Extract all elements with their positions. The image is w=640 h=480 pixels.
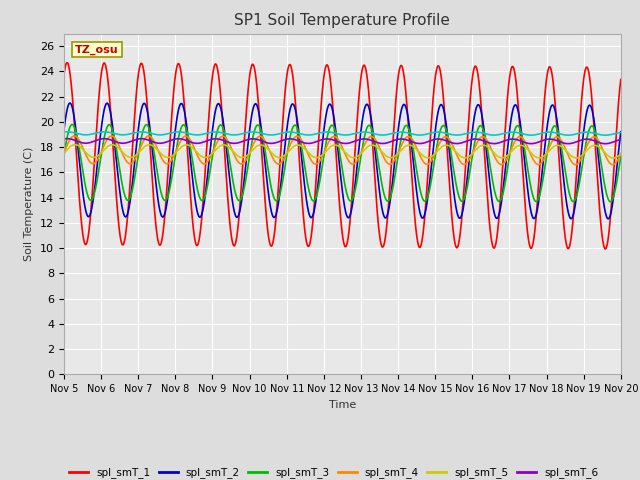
X-axis label: Time: Time: [329, 400, 356, 409]
Title: SP1 Soil Temperature Profile: SP1 Soil Temperature Profile: [234, 13, 451, 28]
Y-axis label: Soil Temperature (C): Soil Temperature (C): [24, 147, 35, 261]
Text: TZ_osu: TZ_osu: [75, 44, 119, 55]
